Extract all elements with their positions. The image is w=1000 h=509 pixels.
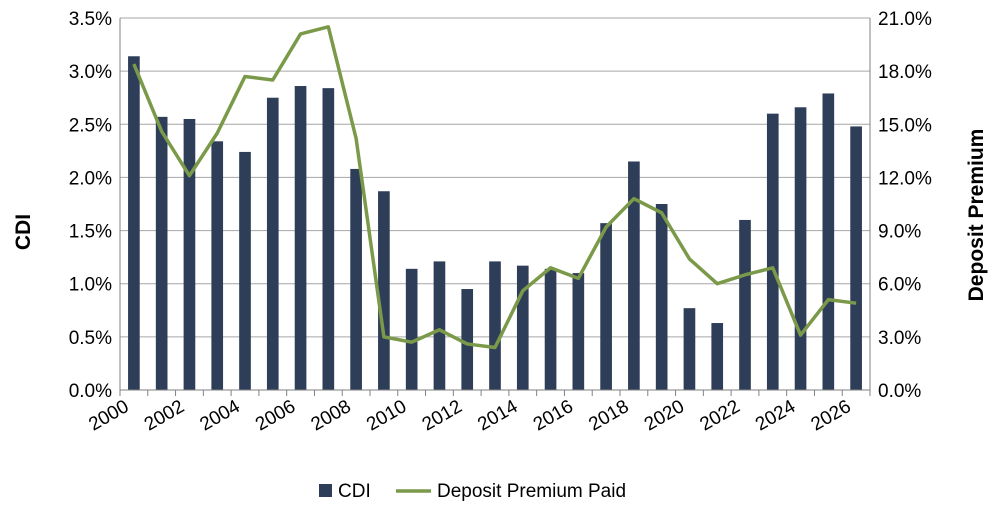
x-tick-label-2026: 2026	[808, 396, 855, 435]
bar-cdi-2024	[794, 107, 807, 390]
bar-cdi-2013	[489, 261, 501, 390]
bar-cdi-2002	[183, 118, 196, 390]
x-tick-label-2018: 2018	[585, 396, 632, 435]
x-tick-label-2004: 2004	[196, 396, 243, 436]
bar-cdi-2019	[655, 204, 668, 390]
right-tick-label: 21.0%	[878, 9, 932, 30]
left-axis-title: CDI	[12, 214, 35, 250]
line-deposit-premium	[132, 25, 857, 350]
bar-cdi-2022	[739, 219, 751, 390]
x-tick-label-2006: 2006	[252, 396, 299, 435]
bar-cdi-2000	[128, 56, 140, 391]
bar-cdi-2007	[322, 88, 335, 391]
bar-cdi-2005	[266, 97, 279, 390]
x-tick-label-2016: 2016	[530, 396, 577, 435]
right-tick-label: 18.0%	[878, 62, 932, 83]
right-tick-label: 12.0%	[878, 168, 932, 189]
right-axis-ticks: 0.0% 3.0% 6.0% 9.0% 12.0% 15.0% 18.0% 21.0%	[878, 9, 932, 402]
bar-cdi-2026	[850, 126, 862, 390]
right-tick-label: 6.0%	[878, 275, 921, 296]
bar-cdi-2003	[211, 141, 224, 390]
x-tick-label-2000: 2000	[85, 396, 132, 435]
x-tick-label-2014: 2014	[474, 396, 521, 436]
bar-cdi-2010	[405, 268, 418, 390]
right-axis-title: Deposit Premium	[965, 129, 988, 302]
legend: CDI Deposit Premium Paid	[319, 481, 626, 502]
bar-cdi-2023	[766, 113, 779, 391]
x-tick-label-2002: 2002	[141, 396, 188, 435]
left-tick-label: 0.0%	[69, 381, 112, 402]
left-tick-label: 1.0%	[69, 275, 112, 296]
x-tick-label-2012: 2012	[419, 396, 466, 435]
bar-cdi-2017	[600, 223, 612, 390]
bar-cdi-2015	[544, 268, 557, 390]
bar-cdi-2004	[239, 151, 251, 390]
left-tick-label: 1.5%	[69, 222, 112, 243]
x-tick-label-2020: 2020	[641, 396, 688, 435]
bar-cdi-2014	[516, 265, 529, 390]
left-tick-label: 3.0%	[69, 62, 112, 83]
bar-cdi-2020	[683, 308, 696, 390]
legend-swatch-cdi	[319, 484, 332, 497]
bar-cdi-2006	[294, 86, 307, 390]
deposit-premium-line	[132, 25, 857, 350]
bar-cdi-2008	[350, 168, 362, 390]
bar-cdi-2016	[572, 273, 585, 390]
right-tick-label: 9.0%	[878, 222, 921, 243]
legend-label-deposit-premium: Deposit Premium Paid	[437, 481, 626, 502]
right-tick-label: 15.0%	[878, 115, 932, 136]
bar-cdi-2009	[378, 191, 390, 390]
x-tick-label-2022: 2022	[696, 396, 743, 435]
left-axis-ticks: 0.0% 0.5% 1.0% 1.5% 2.0% 2.5% 3.0% 3.5%	[69, 9, 112, 402]
left-tick-label: 3.5%	[69, 9, 112, 30]
bar-cdi-2021	[711, 323, 724, 390]
right-tick-label: 0.0%	[878, 381, 921, 402]
left-tick-label: 0.5%	[69, 328, 112, 349]
bar-cdi-2018	[628, 161, 640, 390]
right-tick-label: 3.0%	[878, 328, 921, 349]
axes	[119, 18, 871, 396]
bar-cdi-2012	[461, 289, 474, 390]
left-tick-label: 2.0%	[69, 168, 112, 189]
bar-cdi-2011	[433, 261, 446, 390]
legend-label-cdi: CDI	[338, 481, 371, 502]
x-axis-ticks: 2000 2002 2004 2006 2008 2010 2012 2014 2016 2018…	[85, 396, 854, 436]
cdi-bars	[128, 56, 862, 391]
x-tick-label-2010: 2010	[363, 396, 410, 435]
left-tick-label: 2.5%	[69, 115, 112, 136]
x-tick-label-2024: 2024	[752, 396, 799, 436]
x-tick-label-2008: 2008	[308, 396, 355, 435]
bar-cdi-2025	[822, 93, 835, 390]
bar-cdi-2001	[155, 116, 168, 391]
